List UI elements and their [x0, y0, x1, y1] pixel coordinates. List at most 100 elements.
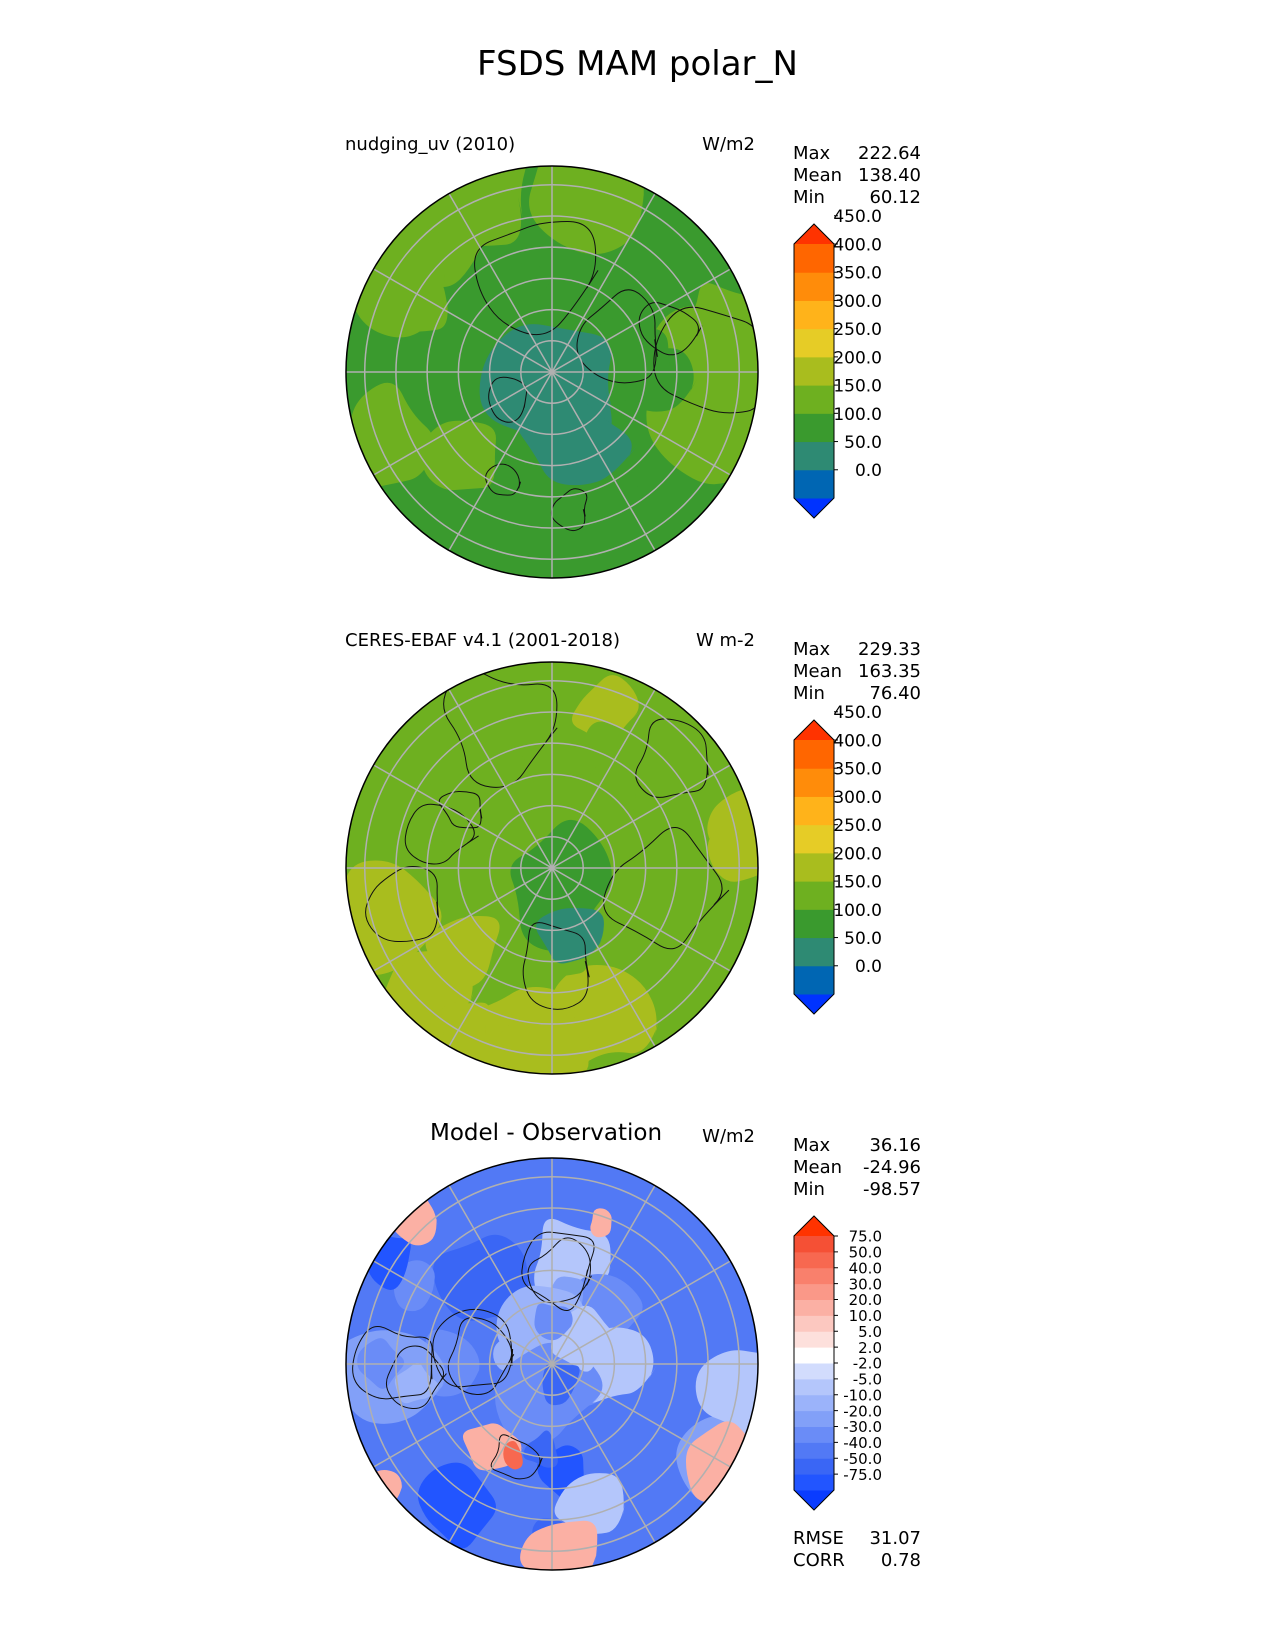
colorbar-tick-label: 200.0 — [833, 844, 882, 864]
field-patch — [437, 1002, 489, 1058]
field-patch — [493, 1338, 528, 1372]
colorbar-tick-label: 300.0 — [833, 788, 882, 808]
colorbar-tick-label: 250.0 — [833, 320, 882, 340]
colorbar-extend-min — [794, 994, 834, 1014]
meridian-line — [448, 689, 656, 1047]
max-label: Max — [793, 143, 831, 164]
field-patch — [443, 383, 518, 471]
colorbar-tick-label: 400.0 — [833, 731, 882, 751]
colorbar-tick-label: 20.0 — [849, 1291, 882, 1309]
field-patch — [358, 984, 481, 1074]
colorbar-extend-max — [794, 720, 834, 740]
field-patch — [612, 348, 698, 412]
field-patch — [433, 1234, 530, 1321]
graticule — [346, 166, 758, 578]
max-value: 229.33 — [858, 639, 921, 660]
colorbar-segment — [794, 1236, 834, 1253]
field-patch — [549, 400, 636, 479]
coastline — [521, 1231, 595, 1311]
corr-label: CORR — [793, 1550, 845, 1571]
colorbar-segment — [794, 1410, 834, 1427]
field-patch — [421, 420, 496, 491]
colorbar-tick-label: 350.0 — [833, 264, 882, 284]
colorbar-segment — [794, 1394, 834, 1412]
colorbar-tick-label: 450.0 — [833, 703, 882, 723]
colorbar-segment — [794, 441, 834, 471]
field-patch — [452, 986, 597, 1074]
map-observation — [345, 661, 759, 1075]
coastlines — [474, 220, 758, 532]
meridian-line — [373, 268, 731, 476]
latitude-circle — [426, 246, 678, 498]
field-patch — [537, 1445, 585, 1502]
colorbar-segment — [794, 937, 834, 967]
colorbar-segment — [794, 909, 834, 939]
meridian-line — [373, 1260, 731, 1468]
colorbar-segment — [794, 1251, 834, 1269]
field-patch — [348, 382, 439, 489]
colorbar-tick-label: 350.0 — [833, 760, 882, 780]
field-patch — [386, 178, 487, 287]
field-patch — [394, 1363, 442, 1404]
min-label: Min — [793, 187, 825, 208]
colorbar-segment — [794, 965, 834, 995]
field-patch — [494, 1342, 610, 1444]
colorbar-tick-label: -30.0 — [843, 1418, 882, 1436]
min-value: 60.12 — [869, 187, 921, 208]
latitude-circle — [488, 308, 616, 436]
colorbar-segment — [794, 385, 834, 414]
field-patch-positive — [503, 1441, 524, 1470]
colorbar-0: 0.0 50.0 100.0 150.0 200.0 250.0 300.0 350.0 400… — [793, 207, 882, 519]
max-value: 222.64 — [858, 143, 921, 164]
min-value: 76.40 — [869, 683, 921, 704]
coastline — [550, 488, 588, 532]
colorbar-segment — [794, 300, 834, 330]
units-label: W/m2 — [702, 134, 755, 155]
colorbar-tick-label: -40.0 — [843, 1434, 882, 1452]
meridian-line — [448, 1185, 656, 1543]
colorbar-outline — [793, 223, 835, 519]
max-value: 36.16 — [869, 1135, 921, 1156]
field-patch — [391, 167, 467, 248]
colorbar-tick-label: -10.0 — [843, 1386, 882, 1404]
map-boundary — [345, 661, 759, 1075]
coastline — [404, 803, 479, 865]
field-patch — [491, 1014, 591, 1074]
field-patch-positive — [590, 1208, 612, 1238]
field-patch-positive — [685, 1421, 758, 1502]
field-patch — [516, 1351, 577, 1411]
field-background — [346, 166, 758, 578]
field-patch-positive — [462, 1423, 525, 1471]
coastline — [447, 1317, 515, 1395]
coastline — [488, 376, 528, 423]
field-patch — [534, 1218, 612, 1316]
colorbar-segment — [794, 1299, 834, 1316]
field-patch — [496, 1285, 589, 1365]
colorbar-tick-label: 30.0 — [849, 1275, 882, 1293]
coastline — [527, 1237, 592, 1304]
field-patch — [418, 1462, 501, 1549]
field-patch — [361, 1231, 411, 1290]
colorbar-segment — [794, 328, 834, 358]
colorbar-segment — [794, 1331, 834, 1348]
colorbar-tick-label: 200.0 — [833, 348, 882, 368]
latitude-circle — [457, 277, 647, 467]
colorbar-segment — [794, 1363, 834, 1380]
field-patch — [554, 1473, 626, 1534]
coastline — [522, 922, 590, 1010]
colorbar-segment — [794, 768, 834, 797]
field-patch — [346, 1330, 451, 1424]
field-patch — [346, 207, 446, 338]
field-patch-positive — [368, 1469, 403, 1504]
coastline — [653, 306, 758, 414]
panel-title: Model - Observation — [430, 1120, 663, 1146]
field-patch — [569, 1274, 648, 1352]
colorbar-tick-label: 250.0 — [833, 816, 882, 836]
meridian-line — [448, 193, 656, 551]
coastline — [603, 827, 730, 950]
colorbar-tick-label: 100.0 — [833, 901, 882, 921]
coastline — [490, 1434, 543, 1480]
colorbar-tick-label: 100.0 — [833, 405, 882, 425]
colorbar-segment — [794, 1474, 834, 1491]
field-patch — [571, 675, 642, 746]
